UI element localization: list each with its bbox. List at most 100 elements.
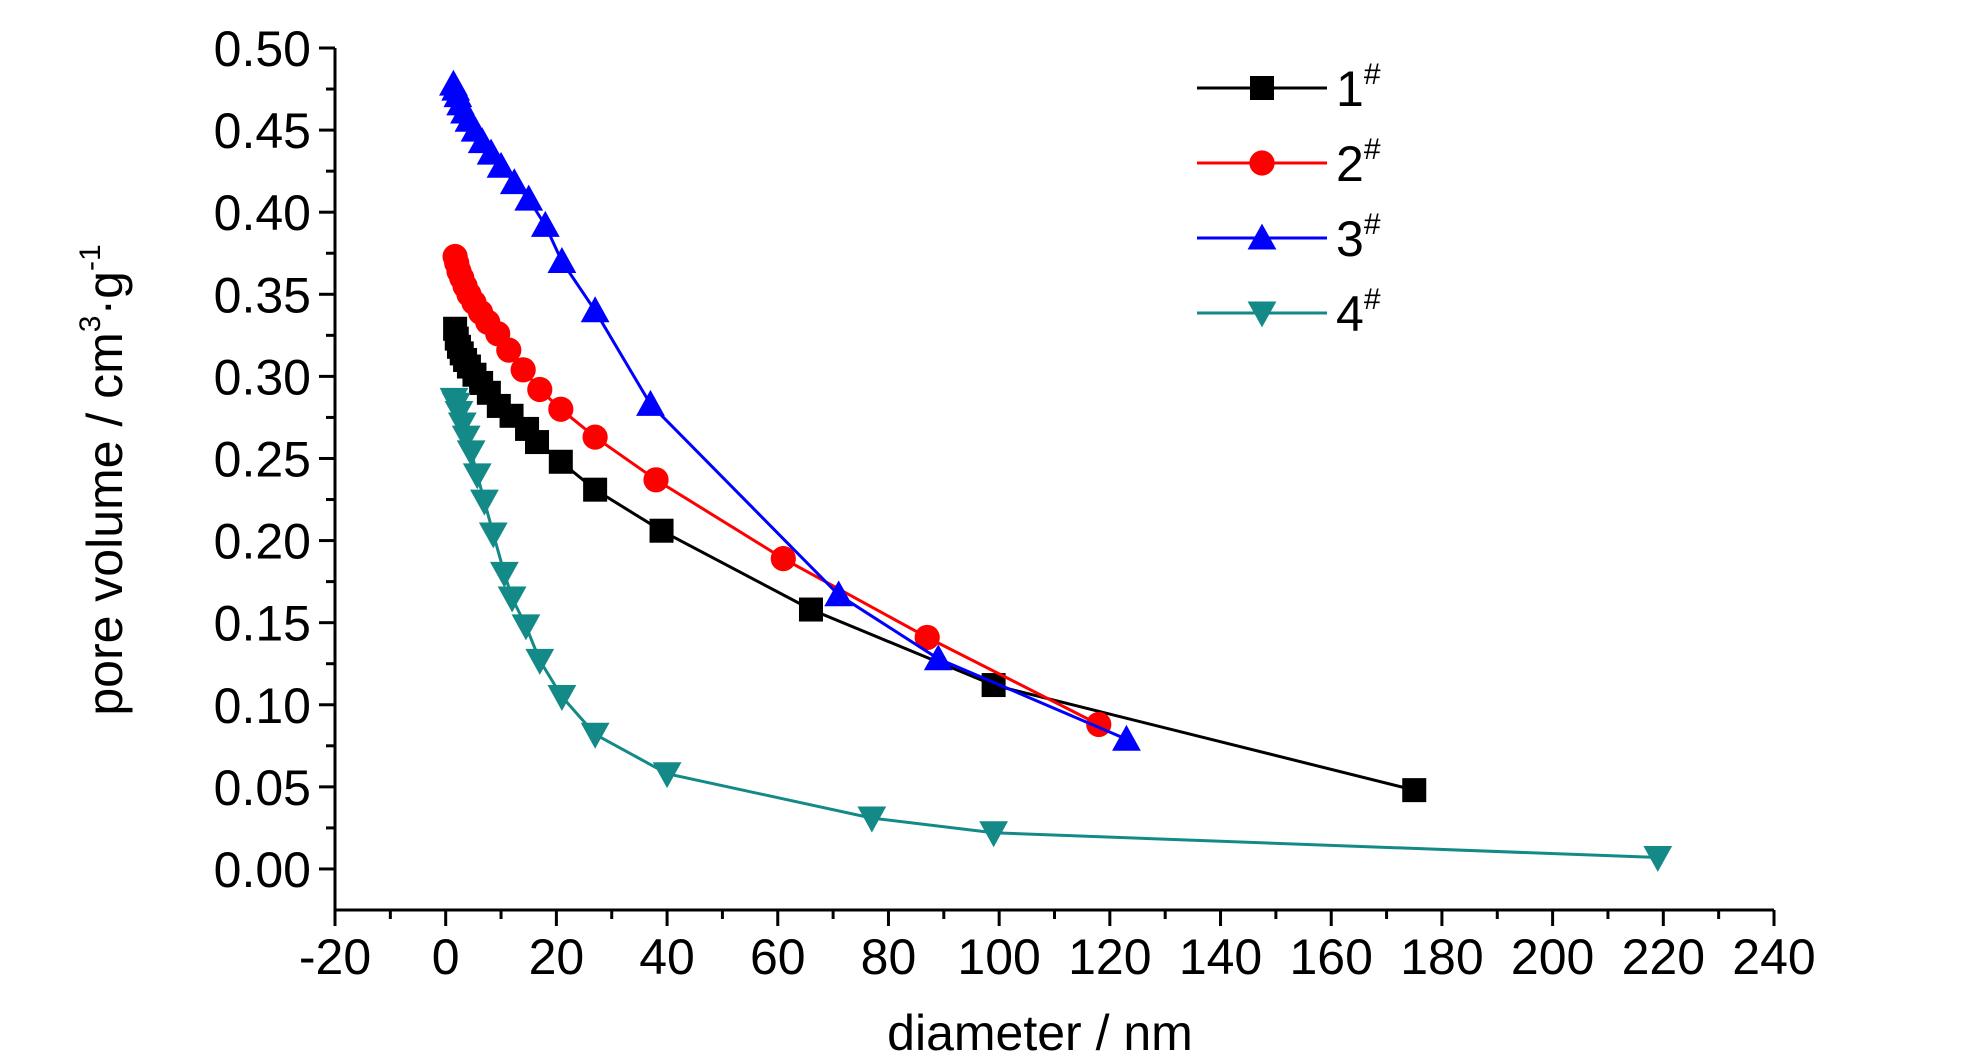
data-point bbox=[1112, 724, 1141, 751]
x-tick-label: 180 bbox=[1400, 929, 1483, 985]
y-axis-title-mid: ·g bbox=[77, 271, 133, 315]
legend-swatch-marker bbox=[1247, 301, 1277, 328]
x-tick-label: 160 bbox=[1290, 929, 1373, 985]
data-point bbox=[547, 247, 577, 273]
data-point bbox=[824, 580, 854, 607]
data-point bbox=[636, 389, 665, 416]
legend-swatch-marker bbox=[1247, 223, 1277, 250]
data-point bbox=[548, 396, 574, 422]
data-point bbox=[511, 614, 541, 641]
data-point bbox=[499, 168, 529, 195]
legend-label: 2# bbox=[1336, 133, 1381, 192]
legend-label-text: 4 bbox=[1336, 286, 1364, 342]
data-point bbox=[580, 722, 610, 749]
data-point bbox=[643, 467, 669, 493]
legend-swatch-marker bbox=[1249, 150, 1275, 176]
data-point bbox=[514, 184, 544, 211]
legend-label-text: 3 bbox=[1336, 211, 1364, 267]
data-point bbox=[486, 151, 516, 178]
legend: 1#2#3#4# bbox=[1197, 58, 1381, 342]
data-point bbox=[527, 376, 553, 403]
data-point bbox=[497, 586, 527, 613]
data-point bbox=[914, 624, 940, 651]
y-axis-title-base: pore volume / cm bbox=[77, 332, 133, 715]
legend-label-sup: # bbox=[1364, 208, 1381, 241]
data-point bbox=[583, 477, 608, 502]
data-point bbox=[1643, 845, 1673, 872]
data-point bbox=[582, 424, 608, 450]
series-2 bbox=[442, 243, 1112, 738]
x-tick-label: 220 bbox=[1622, 929, 1705, 985]
x-tick-label: 20 bbox=[529, 929, 585, 985]
legend-label: 3# bbox=[1336, 208, 1381, 267]
data-point bbox=[462, 463, 492, 490]
data-point bbox=[489, 561, 519, 588]
plot-frame bbox=[333, 48, 1774, 912]
legend-label-sup: # bbox=[1364, 283, 1381, 316]
data-point bbox=[547, 685, 577, 711]
y-tick-label: 0.50 bbox=[214, 21, 311, 77]
x-tick-label: 100 bbox=[957, 929, 1040, 985]
series-line bbox=[453, 256, 1100, 726]
series-4 bbox=[439, 387, 1673, 872]
y-axis: 0.00 0.05 0.10 0.15 0.20 0.25 0.30 0.35 0.40 0.45… bbox=[214, 21, 335, 898]
legend-label-text: 1 bbox=[1336, 61, 1364, 117]
legend-label: 1# bbox=[1336, 58, 1381, 117]
x-axis-title: diameter / nm bbox=[887, 1005, 1193, 1061]
data-point bbox=[652, 762, 682, 789]
data-point bbox=[649, 518, 674, 543]
data-point bbox=[496, 337, 522, 363]
legend-item-3: 3# bbox=[1197, 208, 1381, 267]
data-point bbox=[525, 430, 550, 455]
data-point bbox=[857, 806, 887, 833]
x-tick-label: -20 bbox=[299, 929, 371, 985]
y-axis-title: pore volume / cm3·g-1 bbox=[74, 244, 133, 715]
data-point bbox=[1402, 778, 1427, 803]
legend-swatch-marker bbox=[1250, 76, 1274, 100]
data-point bbox=[510, 357, 536, 383]
x-tick-label: 140 bbox=[1179, 929, 1262, 985]
series-3 bbox=[439, 69, 1141, 751]
legend-label-sup: # bbox=[1364, 133, 1381, 166]
x-tick-label: 60 bbox=[750, 929, 806, 985]
series-layer bbox=[439, 69, 1673, 872]
x-axis: -20 0 20 40 60 80 100 120 140 160 180 200 220 240 bbox=[299, 910, 1816, 985]
y-tick-label: 0.40 bbox=[214, 185, 311, 241]
series-line bbox=[452, 398, 1658, 859]
y-tick-label: 0.35 bbox=[214, 267, 311, 323]
data-point bbox=[478, 522, 508, 549]
data-point bbox=[470, 489, 499, 516]
x-tick-label: 240 bbox=[1732, 929, 1815, 985]
x-tick-label: 80 bbox=[861, 929, 917, 985]
data-point bbox=[530, 210, 560, 237]
data-point bbox=[451, 425, 481, 452]
y-tick-label: 0.30 bbox=[214, 349, 311, 405]
y-tick-label: 0.05 bbox=[214, 760, 311, 816]
series-line bbox=[453, 328, 1415, 792]
data-point bbox=[770, 546, 796, 572]
legend-label-text: 2 bbox=[1336, 136, 1364, 192]
legend-item-4: 4# bbox=[1197, 283, 1381, 342]
y-tick-label: 0.00 bbox=[214, 842, 311, 898]
data-point bbox=[548, 449, 573, 474]
y-tick-label: 0.10 bbox=[214, 678, 311, 734]
data-point bbox=[447, 412, 477, 439]
data-point bbox=[456, 440, 486, 467]
data-point bbox=[923, 644, 953, 671]
y-tick-label: 0.45 bbox=[214, 103, 311, 159]
data-point bbox=[580, 296, 610, 323]
data-point bbox=[525, 648, 555, 675]
data-point bbox=[979, 821, 1009, 848]
legend-label: 4# bbox=[1336, 283, 1381, 342]
x-tick-label: 200 bbox=[1511, 929, 1594, 985]
y-tick-label: 0.15 bbox=[214, 596, 311, 652]
x-tick-label: 40 bbox=[639, 929, 695, 985]
y-axis-title-sup1: 3 bbox=[74, 315, 107, 332]
data-point bbox=[798, 597, 823, 622]
legend-item-1: 1# bbox=[1197, 58, 1381, 117]
y-axis-title-sup2: -1 bbox=[74, 244, 107, 271]
legend-item-2: 2# bbox=[1197, 133, 1381, 192]
legend-label-sup: # bbox=[1364, 58, 1381, 91]
x-tick-label: 0 bbox=[432, 929, 460, 985]
